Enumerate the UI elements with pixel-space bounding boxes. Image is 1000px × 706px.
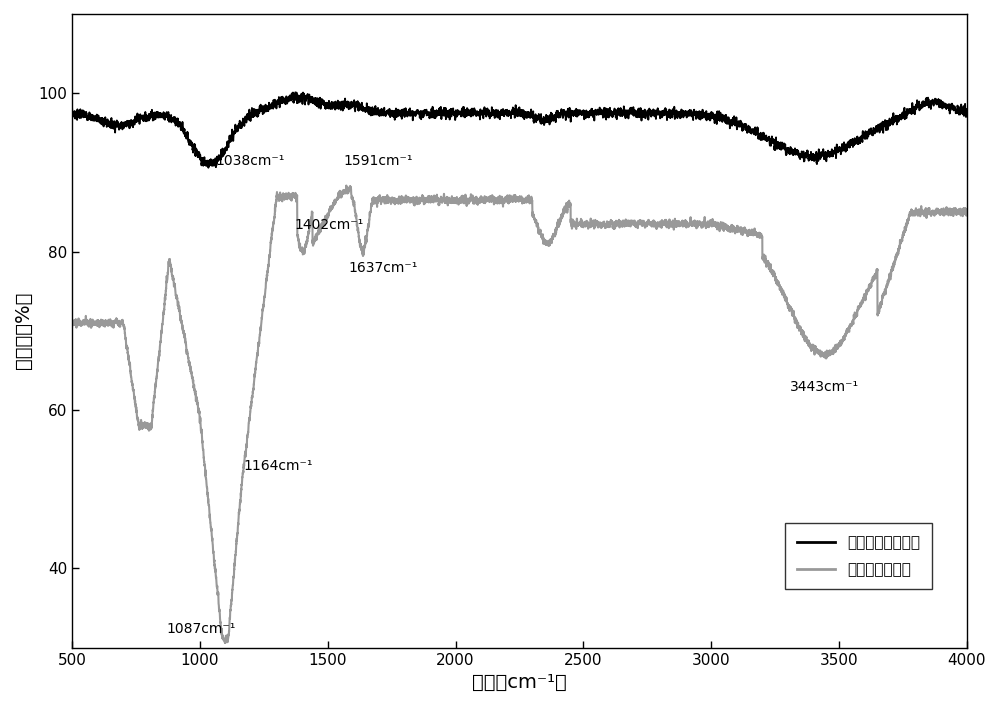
Legend: 未改性纳米碳材料, 活性纳米碳材料: 未改性纳米碳材料, 活性纳米碳材料	[785, 522, 932, 590]
活性纳米碳材料	[340, 181, 352, 190]
活性纳米碳材料	[66, 322, 78, 330]
活性纳米碳材料	[390, 196, 402, 205]
Text: 1637cm⁻¹: 1637cm⁻¹	[348, 261, 418, 275]
未改性纳米碳材料	[730, 116, 742, 124]
Text: 1038cm⁻¹: 1038cm⁻¹	[215, 155, 285, 168]
未改性纳米碳材料	[66, 105, 78, 114]
活性纳米碳材料	[111, 317, 123, 325]
未改性纳米碳材料	[111, 121, 123, 130]
未改性纳米碳材料	[289, 88, 301, 97]
未改性纳米碳材料	[635, 108, 647, 116]
未改性纳米碳材料	[390, 110, 402, 119]
Y-axis label: 透光率（%）: 透光率（%）	[14, 292, 33, 369]
未改性纳米碳材料	[961, 105, 973, 114]
活性纳米碳材料	[961, 209, 973, 217]
Text: 1591cm⁻¹: 1591cm⁻¹	[343, 155, 413, 168]
未改性纳米碳材料	[596, 106, 608, 114]
Text: 1087cm⁻¹: 1087cm⁻¹	[167, 622, 236, 636]
活性纳米碳材料	[596, 223, 608, 232]
Line: 未改性纳米碳材料: 未改性纳米碳材料	[72, 92, 967, 168]
Text: 1402cm⁻¹: 1402cm⁻¹	[295, 217, 364, 232]
活性纳米碳材料	[730, 228, 742, 237]
活性纳米碳材料	[777, 290, 789, 299]
Text: 3443cm⁻¹: 3443cm⁻¹	[790, 380, 859, 394]
未改性纳米碳材料	[777, 143, 789, 151]
X-axis label: 波长（cm⁻¹）: 波长（cm⁻¹）	[472, 673, 567, 692]
Text: 1164cm⁻¹: 1164cm⁻¹	[243, 460, 313, 474]
未改性纳米碳材料	[202, 164, 214, 172]
活性纳米碳材料	[219, 639, 231, 647]
活性纳米碳材料	[635, 217, 647, 226]
Line: 活性纳米碳材料: 活性纳米碳材料	[72, 186, 967, 643]
